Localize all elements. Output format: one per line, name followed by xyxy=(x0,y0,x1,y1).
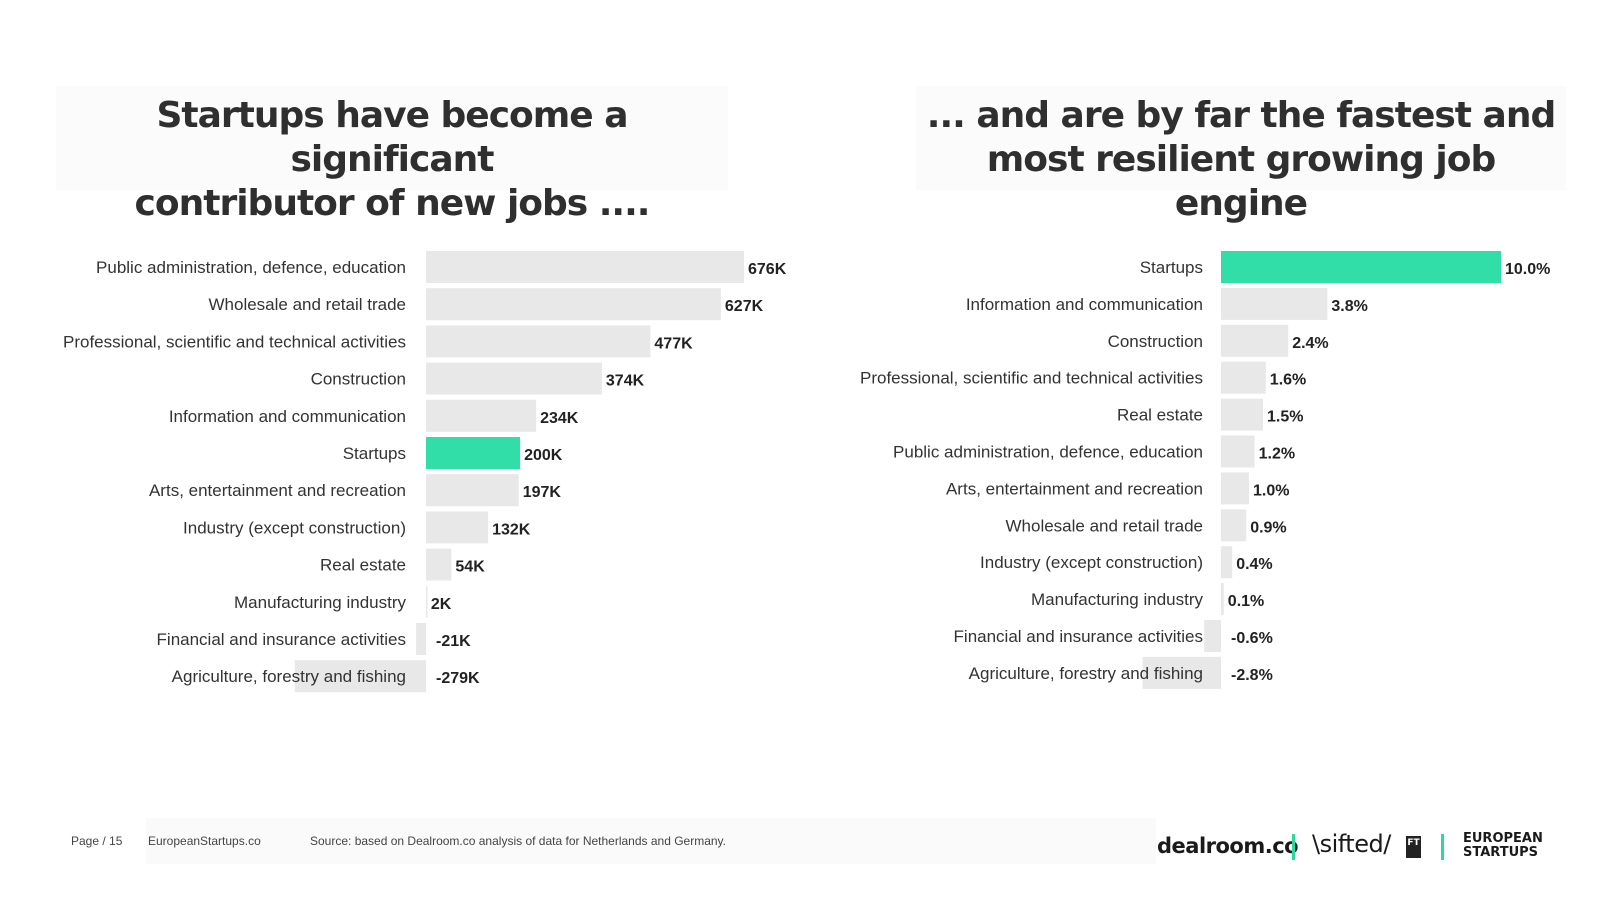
left-bar xyxy=(426,474,519,507)
right-bar xyxy=(1221,287,1328,320)
left-category-label: Information and communication xyxy=(169,407,406,426)
right-data-label: 0.1% xyxy=(1228,593,1264,610)
left-category-label: Industry (except construction) xyxy=(183,518,406,537)
left-data-label: 676K xyxy=(748,261,787,278)
right-data-label: 0.4% xyxy=(1236,556,1272,573)
left-data-label: 234K xyxy=(540,410,579,427)
left-category-label: Professional, scientific and technical a… xyxy=(63,332,406,351)
logo-separator xyxy=(1292,834,1295,860)
left-bar xyxy=(426,288,721,321)
right-bar xyxy=(1221,251,1501,283)
left-category-label: Construction xyxy=(311,370,406,389)
left-data-label: 200K xyxy=(524,447,563,464)
right-data-label: 3.8% xyxy=(1331,298,1367,315)
right-bar xyxy=(1221,583,1224,616)
right-category-label: Startups xyxy=(1140,258,1203,277)
right-data-label: 2.4% xyxy=(1292,335,1328,352)
right-bar xyxy=(1221,361,1266,394)
european-startups-logo-line-1: EUROPEAN xyxy=(1463,831,1543,846)
left-title-line-1: Startups have become a significant xyxy=(156,95,628,180)
right-data-label: 1.0% xyxy=(1253,482,1289,499)
right-bar xyxy=(1204,620,1221,652)
right-bar xyxy=(1221,324,1289,357)
left-data-label: 477K xyxy=(654,335,693,352)
left-bar xyxy=(426,362,602,395)
left-bar xyxy=(426,548,452,581)
left-category-label: Real estate xyxy=(320,556,406,575)
right-bar xyxy=(1221,398,1263,431)
left-data-label: 54K xyxy=(455,559,485,576)
right-chart-title: ... and are by far the fastest and most … xyxy=(916,86,1566,224)
left-bar xyxy=(426,511,489,544)
left-bar xyxy=(426,251,744,283)
right-bar xyxy=(1221,546,1233,579)
left-data-label: 2K xyxy=(431,596,452,613)
right-category-label: Arts, entertainment and recreation xyxy=(946,479,1203,498)
european-startups-logo-line-2: STARTUPS xyxy=(1463,845,1539,860)
right-bar xyxy=(1221,435,1255,468)
sifted-logo: \sifted/ xyxy=(1312,830,1391,858)
right-data-label: 10.0% xyxy=(1505,261,1550,278)
left-data-label: 132K xyxy=(492,521,531,538)
page-number: Page / 15 xyxy=(71,834,123,848)
logo-separator xyxy=(1441,834,1444,860)
right-bar xyxy=(1221,472,1249,505)
right-category-label: Agriculture, forestry and fishing xyxy=(969,664,1203,683)
left-data-label: -21K xyxy=(436,633,471,650)
right-title-line-1: ... and are by far the fastest and xyxy=(926,95,1556,136)
right-title-line-2: most resilient growing job engine xyxy=(986,139,1496,224)
right-category-label: Information and communication xyxy=(966,295,1203,314)
left-category-label: Wholesale and retail trade xyxy=(208,295,406,314)
left-chart-title: Startups have become a significant contr… xyxy=(56,86,728,224)
right-data-label: 1.5% xyxy=(1267,409,1303,426)
right-category-label: Wholesale and retail trade xyxy=(1005,516,1203,535)
left-category-label: Public administration, defence, educatio… xyxy=(96,258,406,277)
right-category-label: Industry (except construction) xyxy=(980,553,1203,572)
right-category-label: Professional, scientific and technical a… xyxy=(860,369,1203,388)
left-data-label: 627K xyxy=(725,298,764,315)
right-category-label: Public administration, defence, educatio… xyxy=(893,443,1203,462)
left-category-label: Agriculture, forestry and fishing xyxy=(172,667,406,686)
left-data-label: 374K xyxy=(606,373,645,390)
right-bar xyxy=(1142,656,1221,689)
left-data-label: -279K xyxy=(436,670,480,687)
footer-band xyxy=(146,818,1156,864)
ft-logo: FT xyxy=(1406,836,1421,858)
source-note: Source: based on Dealroom.co analysis of… xyxy=(310,834,727,848)
left-category-label: Financial and insurance activities xyxy=(157,630,406,649)
right-category-label: Manufacturing industry xyxy=(1031,590,1203,609)
left-title-line-2: contributor of new jobs .... xyxy=(134,183,651,224)
left-data-label: 197K xyxy=(523,484,562,501)
left-category-label: Startups xyxy=(343,444,406,463)
left-bar xyxy=(294,660,426,693)
right-category-label: Financial and insurance activities xyxy=(954,627,1203,646)
right-category-label: Real estate xyxy=(1117,406,1203,425)
left-bar xyxy=(426,585,428,618)
right-data-label: -2.8% xyxy=(1231,667,1273,684)
right-data-label: 1.2% xyxy=(1259,446,1295,463)
left-category-label: Arts, entertainment and recreation xyxy=(149,481,406,500)
right-category-label: Construction xyxy=(1108,332,1203,351)
dealroom-logo: dealroom.co xyxy=(1157,834,1299,858)
right-data-label: 0.9% xyxy=(1250,519,1286,536)
right-bar xyxy=(1221,509,1247,542)
left-bar xyxy=(416,623,426,655)
site-link[interactable]: EuropeanStartups.co xyxy=(148,834,261,848)
right-data-label: -0.6% xyxy=(1231,630,1273,647)
left-bar xyxy=(426,325,651,358)
left-category-label: Manufacturing industry xyxy=(234,593,406,612)
right-data-label: 1.6% xyxy=(1270,372,1306,389)
left-bar xyxy=(426,437,521,469)
european-startups-logo: EUROPEAN STARTUPS xyxy=(1463,832,1543,860)
left-bar xyxy=(426,399,537,432)
